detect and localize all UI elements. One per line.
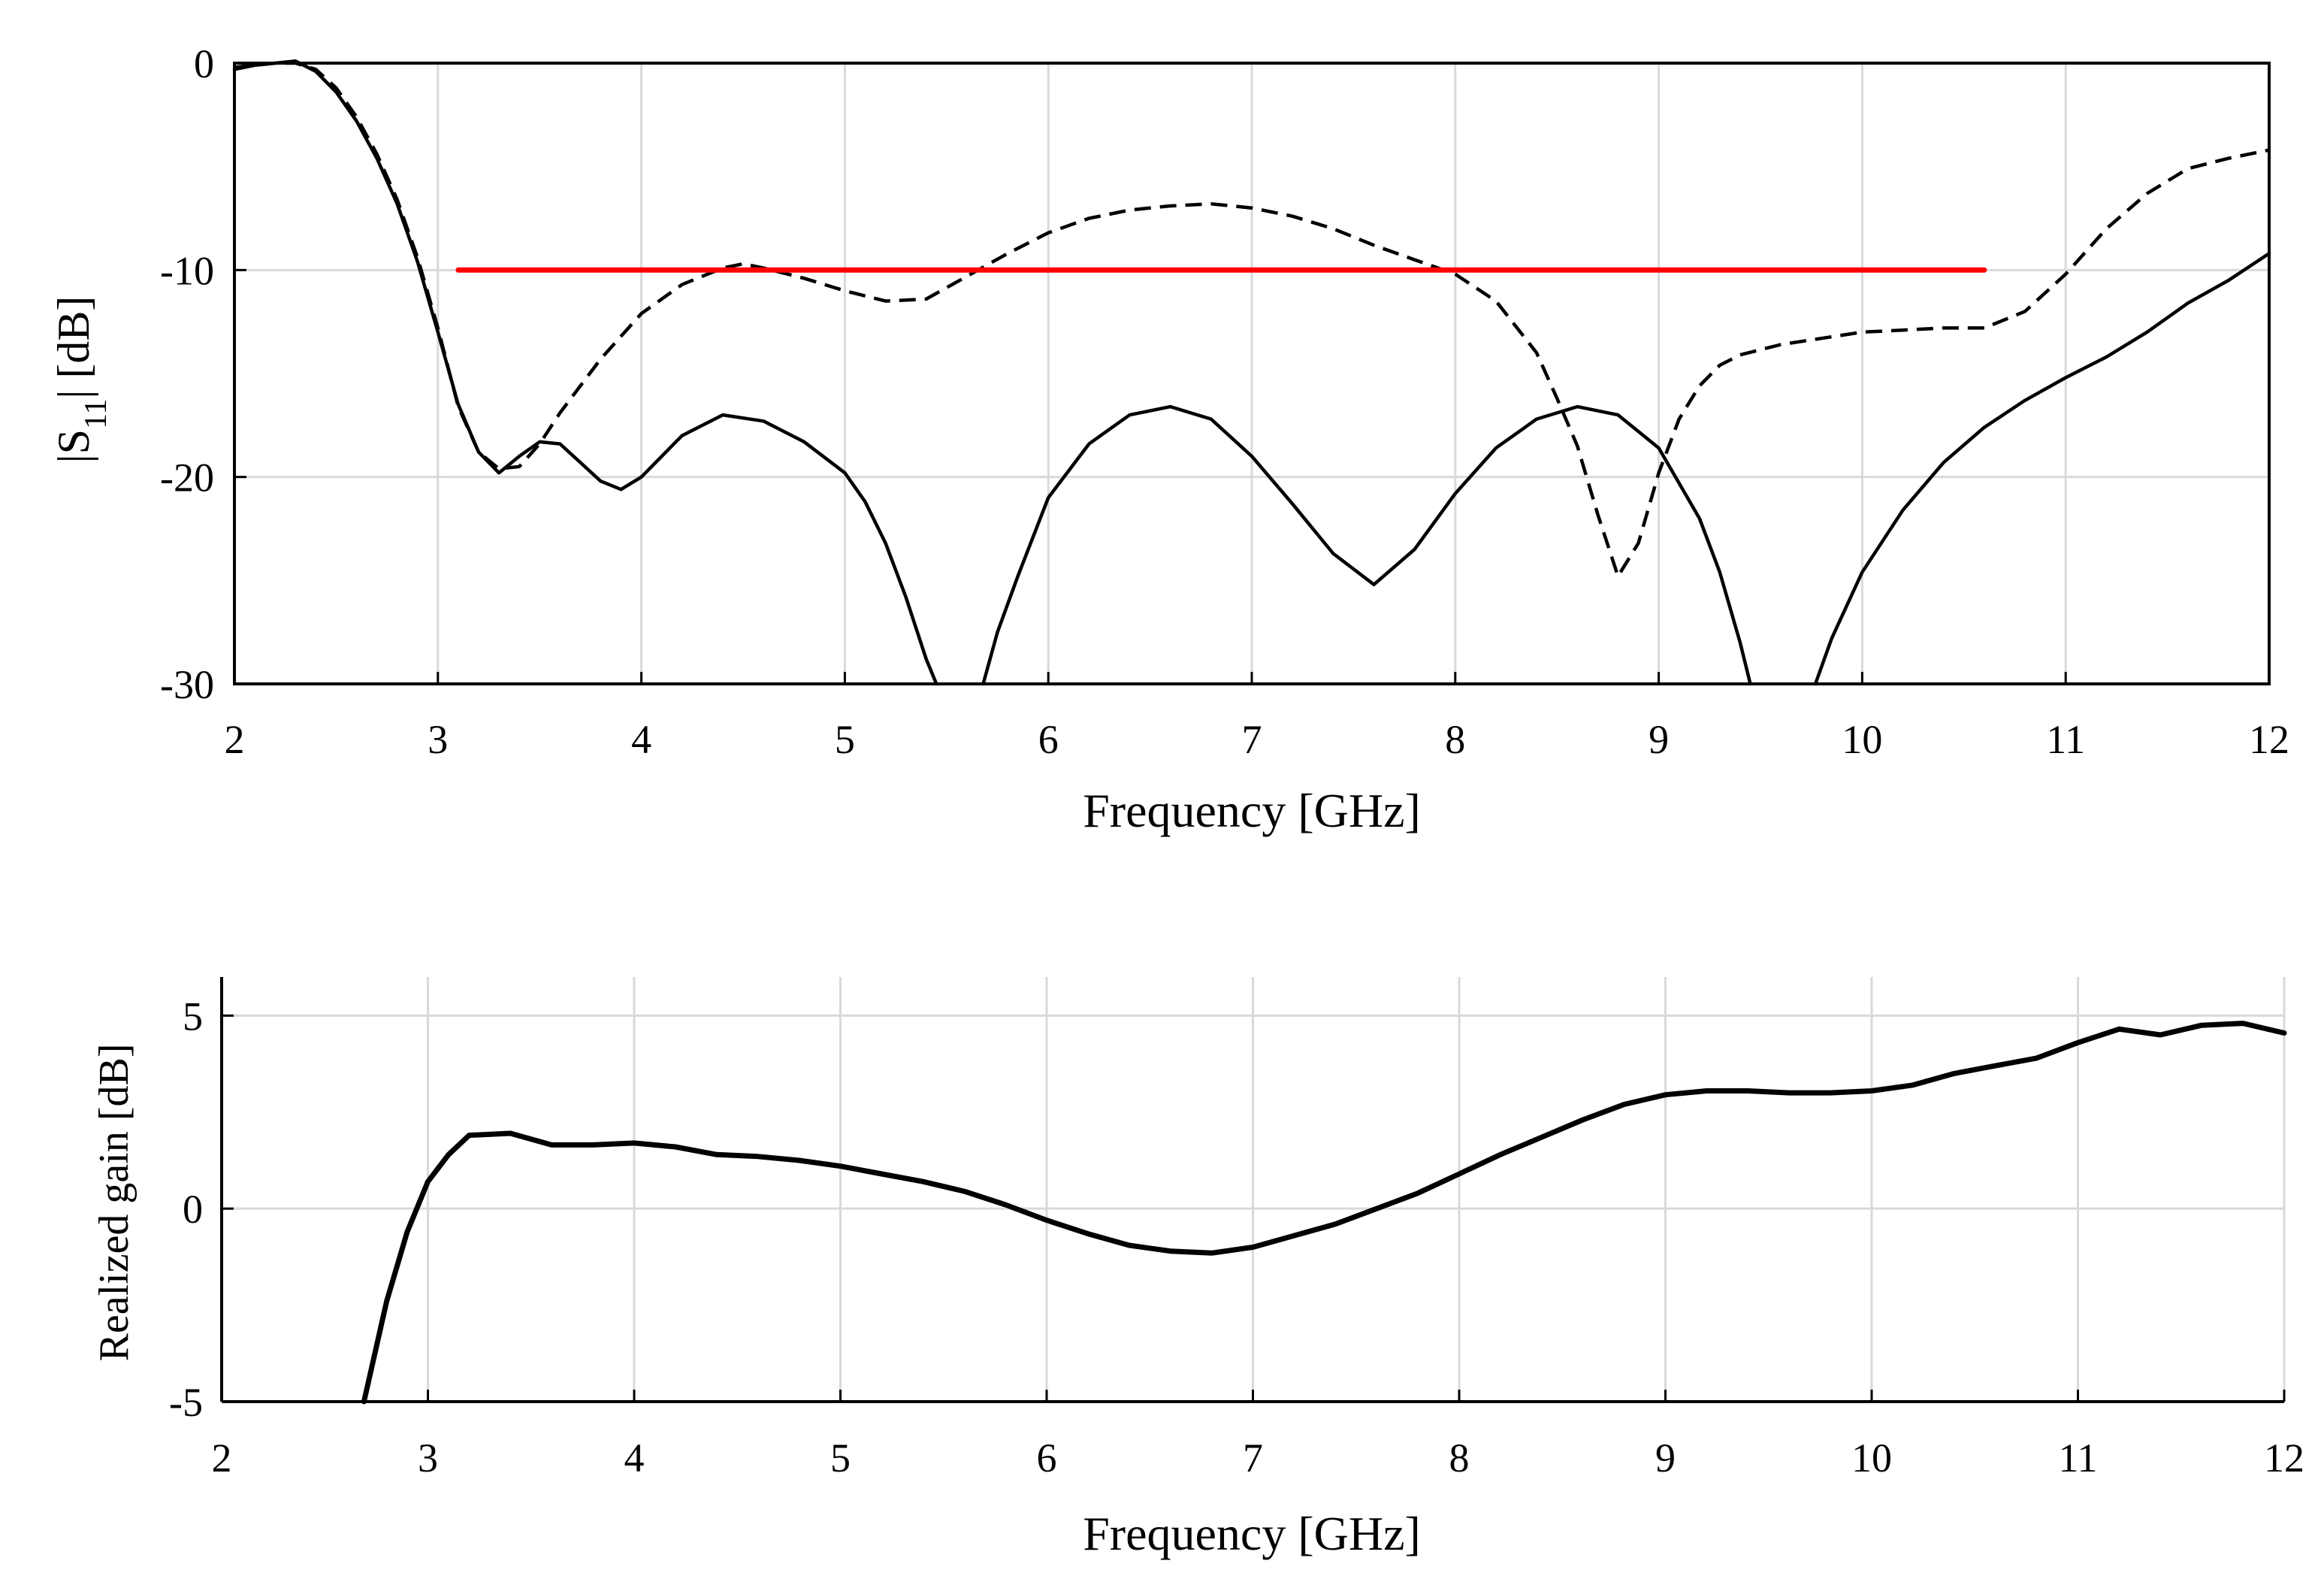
gain-y-tick-label: 0: [183, 1187, 203, 1232]
s11-y-tick-labels: 0 -10 -20 -30: [160, 41, 214, 707]
gain-y-tick-label: 5: [183, 994, 203, 1039]
s11-x-tick-label: 7: [1242, 717, 1262, 762]
gain-x-tick-label: 11: [2059, 1435, 2098, 1481]
gain-x-tick-label: 3: [418, 1435, 438, 1481]
gain-x-tick-label: 12: [2264, 1435, 2304, 1481]
gain-x-tick-label: 4: [624, 1435, 645, 1481]
s11-tick-marks: [233, 62, 2271, 685]
s11-y-tick-label: -20: [160, 455, 214, 501]
gain-x-tick-label: 8: [1449, 1435, 1470, 1481]
s11-series-solid-line: [1813, 252, 2271, 686]
s11-y-axis-title-main: |S: [49, 429, 98, 463]
s11-gridlines: [233, 62, 2271, 685]
s11-y-axis-title-subscript: 11: [79, 399, 113, 429]
gain-y-tick-labels: 5 0 -5: [169, 994, 203, 1425]
s11-series-solid-line: [981, 404, 1752, 686]
gain-x-tick-label: 7: [1243, 1435, 1263, 1481]
s11-x-tick-label: 6: [1038, 717, 1059, 762]
s11-x-tick-labels: 2 3 4 5 6 7 8 9 10 11 12: [225, 717, 2290, 762]
gain-y-tick-label: -5: [169, 1380, 203, 1425]
s11-y-axis-title-tail: | [dB]: [49, 296, 98, 399]
s11-y-tick-label: -10: [160, 248, 214, 293]
s11-x-tick-label: 12: [2249, 717, 2289, 762]
gain-y-axis-title: Realized gain [dB]: [91, 1044, 138, 1362]
s11-x-tick-label: 11: [2046, 717, 2085, 762]
gain-x-tick-label: 9: [1655, 1435, 1676, 1481]
gain-gridlines: [220, 977, 2286, 1403]
s11-y-tick-label: 0: [194, 41, 214, 86]
s11-x-tick-label: 9: [1649, 717, 1669, 762]
s11-x-tick-label: 10: [1842, 717, 1882, 762]
s11-x-tick-label: 4: [631, 717, 651, 762]
s11-series-group: [232, 59, 2271, 686]
gain-series-group: [361, 1021, 2287, 1405]
gain-series-realized-gain-line: [361, 1021, 2287, 1405]
gain-x-tick-label: 5: [830, 1435, 851, 1481]
s11-x-tick-label: 5: [835, 717, 855, 762]
s11-x-tick-label: 3: [428, 717, 448, 762]
s11-chart: 2 3 4 5 6 7 8 9 10 11 12 0 -10 -20 -30 Frequency [GHz…: [49, 41, 2289, 837]
gain-x-axis-title: Frequency [GHz]: [1083, 1507, 1421, 1560]
gain-x-tick-label: 2: [212, 1435, 232, 1481]
s11-series-dashed-line: [234, 61, 2270, 579]
gain-tick-marks: [220, 1014, 2286, 1403]
s11-x-tick-label: 8: [1445, 717, 1465, 762]
gain-x-tick-labels: 2 3 4 5 6 7 8 9 10 11 12: [212, 1435, 2305, 1481]
gain-x-tick-label: 6: [1037, 1435, 1057, 1481]
gain-chart: 2 3 4 5 6 7 8 9 10 11 12 5 0 -5 Frequency [GHz] Real…: [91, 977, 2304, 1560]
s11-x-axis-title: Frequency [GHz]: [1083, 784, 1421, 837]
s11-y-axis-title: |S11| [dB]: [49, 296, 113, 464]
s11-y-tick-label: -30: [160, 662, 214, 707]
gain-x-tick-label: 10: [1851, 1435, 1892, 1481]
s11-series-solid-line: [232, 59, 938, 686]
s11-x-tick-label: 2: [225, 717, 245, 762]
